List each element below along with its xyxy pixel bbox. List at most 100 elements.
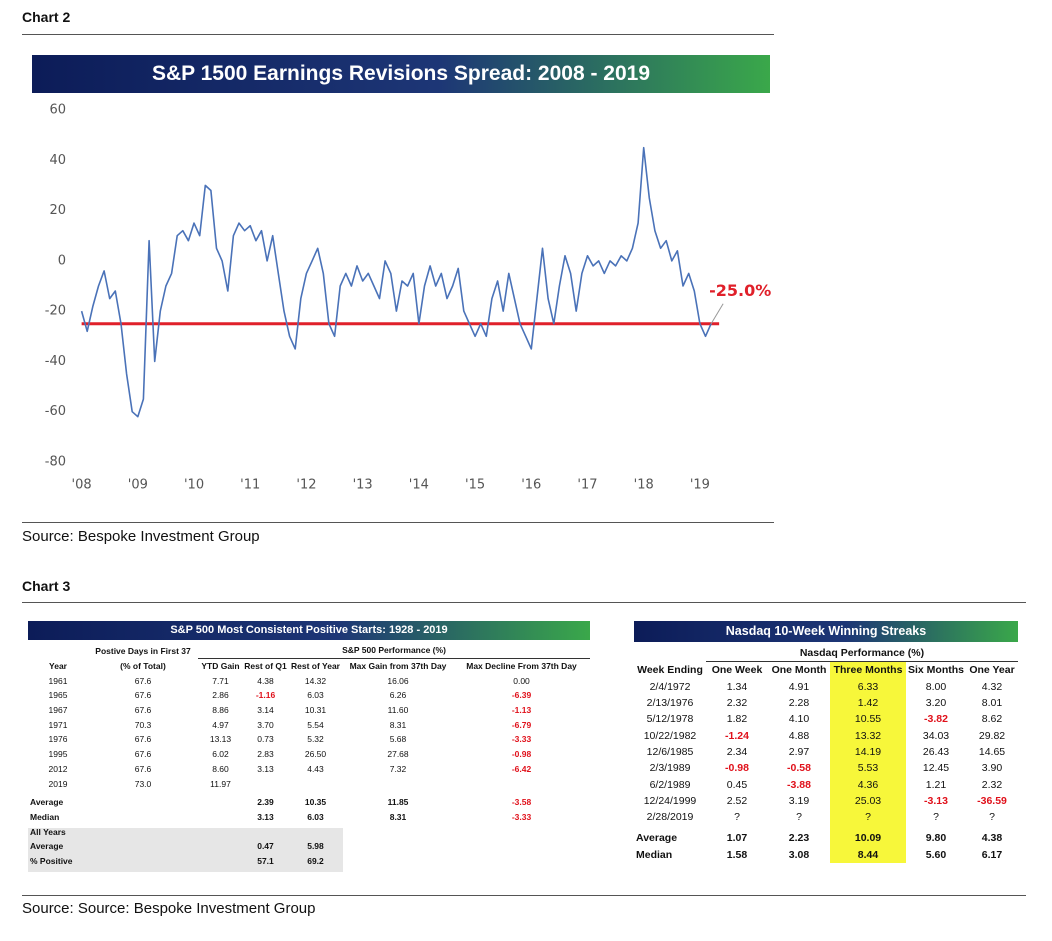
table-cell: 3.14 bbox=[257, 705, 274, 716]
x-tick-label: '10 bbox=[184, 478, 204, 493]
table-row: 1976 67.6 13.13 0.73 5.32 5.68 -3.33 bbox=[28, 732, 590, 747]
table-cell bbox=[198, 824, 243, 839]
table-cell: -0.58 bbox=[787, 762, 811, 775]
table-row: 5/12/1978 1.82 4.10 10.55 -3.82 8.62 bbox=[634, 711, 1018, 728]
table-cell: 2.34 bbox=[726, 745, 748, 758]
table-cell: 8.60 bbox=[212, 763, 229, 774]
table-cell: 67.6 bbox=[134, 675, 152, 686]
table-cell: 3.08 bbox=[788, 848, 810, 861]
y-tick-label: -60 bbox=[45, 404, 66, 419]
table-cell bbox=[198, 854, 243, 869]
table-cell: 0.47 bbox=[257, 841, 274, 852]
annotation-label: -25.0% bbox=[709, 281, 771, 300]
table-cell: 8.31 bbox=[389, 719, 407, 730]
table-cell bbox=[343, 839, 453, 854]
table-cell: 1967 bbox=[48, 705, 68, 716]
table-cell: 12/24/1999 bbox=[643, 794, 697, 807]
table-cell: Median bbox=[636, 848, 673, 861]
table-cell: 1.82 bbox=[726, 713, 748, 726]
table-cell: 3.19 bbox=[788, 794, 810, 807]
table-cell: 5.53 bbox=[830, 760, 906, 777]
table-cell: Median bbox=[30, 811, 60, 822]
x-tick-label: '08 bbox=[72, 478, 92, 493]
table-cell: 67.6 bbox=[134, 763, 152, 774]
x-tick-label: '13 bbox=[353, 478, 373, 493]
table-cell: ? bbox=[989, 811, 995, 824]
header-row: Week Ending One Week One Month Three Months… bbox=[634, 661, 1018, 679]
table-cell: 11.85 bbox=[387, 797, 409, 808]
table-row: 12/6/1985 2.34 2.97 14.19 26.43 14.65 bbox=[634, 743, 1018, 761]
header-row: Postive Days in First 37 S&P 500 Performa… bbox=[28, 643, 591, 659]
x-tick-label: '19 bbox=[690, 478, 710, 493]
table-row: 2019 73.0 11.97 bbox=[28, 776, 590, 791]
table-cell: 2019 bbox=[48, 778, 68, 789]
table-cell: 1.07 bbox=[726, 832, 748, 845]
y-tick-label: -20 bbox=[45, 304, 66, 319]
table-cell: 2.83 bbox=[257, 749, 274, 760]
table-cell: 14.65 bbox=[978, 745, 1006, 758]
table-cell: 2.32 bbox=[981, 778, 1003, 791]
table-row: % Positive 57.1 69.2 bbox=[28, 854, 590, 869]
table-cell: 11.97 bbox=[210, 778, 231, 789]
table-cell: -3.88 bbox=[787, 778, 811, 791]
rule bbox=[22, 602, 1026, 603]
table-cell: Average bbox=[30, 797, 64, 808]
table-cell: ? bbox=[830, 808, 906, 826]
table-cell: One Month bbox=[771, 664, 827, 677]
table-cell: 10/22/1982 bbox=[643, 729, 697, 742]
x-tick-label: '15 bbox=[465, 478, 485, 493]
table-cell bbox=[288, 824, 343, 839]
table-cell: 2/13/1976 bbox=[646, 697, 694, 710]
x-tick-label: '12 bbox=[296, 478, 316, 493]
table-cell: 67.6 bbox=[134, 749, 152, 760]
table-cell bbox=[830, 825, 906, 831]
table-cell: 6.33 bbox=[830, 678, 906, 695]
chart-title: S&P 1500 Earnings Revisions Spread: 2008… bbox=[32, 55, 770, 93]
table-cell: Week Ending bbox=[637, 664, 703, 677]
table-cell: 2.32 bbox=[726, 697, 748, 710]
table-row: 1995 67.6 6.02 2.83 26.50 27.68 -0.98 bbox=[28, 747, 590, 762]
table-cell: 34.03 bbox=[922, 729, 950, 742]
table-row: 1971 70.3 4.97 3.70 5.54 8.31 -6.79 bbox=[28, 717, 590, 732]
table-cell: 3.13 bbox=[257, 763, 274, 774]
chart2-source: Source: Bespoke Investment Group bbox=[22, 528, 260, 545]
table-cell: 57.1 bbox=[257, 855, 274, 866]
table-cell bbox=[453, 776, 590, 791]
table-cell: 1965 bbox=[48, 690, 68, 701]
table-cell bbox=[198, 810, 243, 825]
table-row: 2012 67.6 8.60 3.13 4.43 7.32 -6.42 bbox=[28, 762, 590, 777]
table-cell: -3.13 bbox=[924, 794, 948, 807]
table-cell: 6.17 bbox=[981, 848, 1003, 861]
table-cell bbox=[453, 824, 590, 839]
table-cell: 8.86 bbox=[212, 705, 229, 716]
table-cell: 1.58 bbox=[726, 848, 748, 861]
table-cell: -6.79 bbox=[511, 719, 532, 730]
table-cell: 2/28/2019 bbox=[646, 811, 694, 824]
table-row: 1967 67.6 8.86 3.14 10.31 11.60 -1.13 bbox=[28, 703, 590, 718]
x-tick-label: '18 bbox=[634, 478, 654, 493]
table-cell: 2.52 bbox=[726, 794, 748, 807]
table-row: 2/4/1972 1.34 4.91 6.33 8.00 4.32 bbox=[634, 678, 1018, 695]
table-cell: 4.91 bbox=[788, 680, 810, 693]
table-cell: 67.6 bbox=[134, 690, 152, 701]
chart3-heading: Chart 3 bbox=[22, 578, 71, 594]
table-cell: -3.58 bbox=[511, 797, 532, 808]
table-cell: 7.71 bbox=[212, 675, 229, 686]
table1: Postive Days in First 37 S&P 500 Performa… bbox=[28, 643, 591, 869]
table1-title: S&P 500 Most Consistent Positive Starts:… bbox=[28, 621, 590, 640]
table-cell: Postive Days in First 37 bbox=[95, 645, 191, 656]
table-cell: 2/3/1989 bbox=[649, 762, 691, 775]
table-cell bbox=[198, 839, 243, 854]
table-cell: 5.54 bbox=[307, 719, 324, 730]
table-cell bbox=[243, 824, 288, 839]
table-row: 6/2/1989 0.45 -3.88 4.36 1.21 2.32 bbox=[634, 776, 1018, 793]
x-tick-label: '14 bbox=[409, 478, 429, 493]
table-cell: 3.70 bbox=[257, 719, 274, 730]
header-row: Nasdaq Performance (%) bbox=[634, 645, 1018, 663]
table-cell: 6.02 bbox=[212, 749, 229, 760]
table-cell: 1.34 bbox=[726, 680, 748, 693]
table-cell bbox=[243, 776, 288, 791]
table-cell: 10.31 bbox=[304, 705, 327, 716]
table-cell: 29.82 bbox=[978, 729, 1006, 742]
table-cell: 26.50 bbox=[304, 749, 327, 760]
